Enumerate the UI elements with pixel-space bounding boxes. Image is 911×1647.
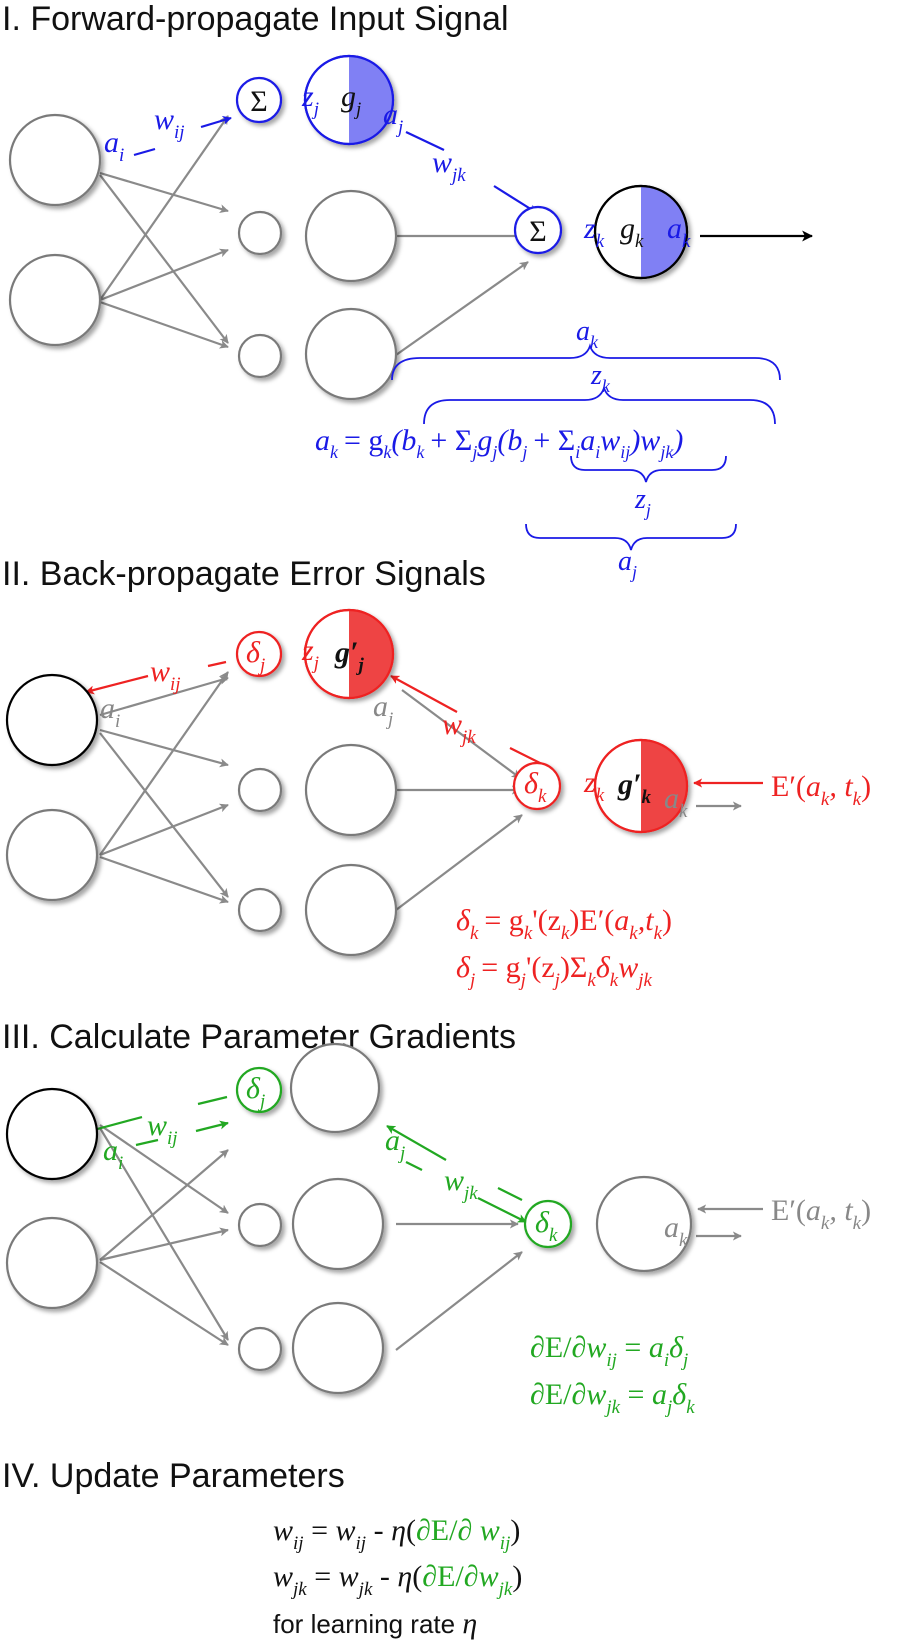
input-node-1 — [5, 1087, 99, 1181]
brace-label-ak: ak — [576, 316, 599, 352]
brace-zk — [423, 385, 776, 425]
delta-j-equation: δj = gj'(zj)Σkδkwjk — [456, 951, 653, 991]
label-aj: aj — [373, 690, 393, 730]
gradient-connections — [99, 1124, 763, 1351]
backward-output-unit-k — [512, 738, 689, 834]
label-gprime-j: g′j — [334, 636, 364, 676]
section-forward: I. Forward-propagate Input Signal — [2, 0, 814, 582]
forward-equation: ak = gk(bk + Σjgj(bj + Σiaiwij)wjk) — [315, 424, 683, 462]
sum-symbol-k: Σ — [529, 215, 546, 248]
input-node-2 — [5, 1216, 99, 1310]
label-delta-k: δk — [535, 1206, 558, 1246]
forward-hidden-unit-j — [235, 54, 395, 146]
update-equations: wij = wij - η(∂E/∂ wij) wjk = wjk - η(∂E… — [273, 1514, 522, 1640]
grad-wij-equation: ∂E/∂wij = aiδj — [530, 1331, 688, 1371]
heading-backward: II. Back-propagate Error Signals — [2, 555, 486, 593]
delta-node-j — [235, 1066, 283, 1114]
hidden-body-3 — [304, 307, 398, 401]
label-wjk: wjk — [442, 708, 476, 748]
hidden-sum-3 — [237, 333, 283, 379]
label-ak: ak — [664, 1211, 688, 1251]
learning-rate-note: for learning rate η — [273, 1607, 477, 1640]
input-node-2 — [8, 253, 102, 347]
brace-zj — [570, 455, 727, 483]
section-update: IV. Update Parameters wij = wij - η(∂E/∂… — [2, 1457, 522, 1640]
forward-connections — [99, 115, 529, 356]
label-delta-j: δj — [246, 636, 265, 676]
backward-connections — [99, 671, 742, 911]
grad-wjk-equation: ∂E/∂wjk = ajδk — [530, 1378, 695, 1418]
heading-gradients: III. Calculate Parameter Gradients — [2, 1018, 516, 1056]
gradient-nodes — [5, 1042, 693, 1395]
hidden-sum-2 — [237, 767, 283, 813]
label-wij: wij — [147, 1109, 178, 1149]
label-wij: wij — [150, 655, 181, 695]
delta-node-k — [523, 1199, 573, 1249]
forward-active-connections — [133, 116, 814, 242]
label-ai: ai — [103, 1134, 123, 1174]
section-backward: II. Back-propagate Error Signals — [2, 555, 871, 991]
label-ak: ak — [667, 212, 691, 252]
hidden-body-1 — [289, 1042, 381, 1134]
forward-labels: Σ zj gj ai wij aj wjk Σ zk gk ak — [104, 80, 691, 252]
sum-symbol-j: Σ — [250, 85, 267, 118]
heading-forward: I. Forward-propagate Input Signal — [2, 0, 509, 38]
label-wjk: wjk — [432, 146, 466, 186]
gradient-active-connections — [85, 1095, 527, 1223]
brace-ak — [391, 343, 781, 381]
label-gk: gk — [620, 212, 644, 252]
label-ak: ak — [664, 782, 688, 822]
label-ai: ai — [104, 126, 124, 166]
label-gprime-k: g′k — [617, 768, 651, 808]
brace-label-aj: aj — [618, 546, 637, 582]
hidden-sum-3 — [237, 1326, 283, 1372]
label-wjk: wjk — [444, 1164, 478, 1204]
hidden-sum-2 — [237, 1202, 283, 1248]
hidden-body-2 — [291, 1177, 385, 1271]
brace-label-zj: zj — [634, 484, 651, 520]
error-derivative-label: E′(ak, tk) — [771, 1194, 871, 1234]
gradient-active-nodes — [235, 1066, 573, 1249]
input-node-1 — [5, 673, 99, 767]
input-node-2 — [5, 808, 99, 902]
label-zj: zj — [301, 634, 319, 674]
output-body-k — [595, 1175, 693, 1273]
backward-nodes — [5, 673, 398, 957]
backward-hidden-unit-j — [235, 608, 395, 700]
label-gj: gj — [341, 80, 361, 120]
label-zj: zj — [301, 80, 319, 120]
brace-label-zk: zk — [590, 360, 611, 396]
error-derivative-label: E′(ak, tk) — [771, 770, 871, 810]
label-delta-j: δj — [246, 1072, 265, 1112]
label-zk: zk — [583, 766, 605, 806]
forward-nodes — [8, 113, 398, 401]
hidden-body-3 — [291, 1301, 385, 1395]
brace-aj — [525, 523, 737, 551]
update-rule-wij: wij = wij - η(∂E/∂ wij) — [273, 1514, 520, 1554]
forward-output-unit-k — [513, 184, 689, 280]
hidden-sum-3 — [237, 887, 283, 933]
gradient-equations: ∂E/∂wij = aiδj ∂E/∂wjk = ajδk — [530, 1331, 695, 1418]
hidden-body-2 — [304, 189, 398, 283]
input-node-1 — [8, 113, 102, 207]
update-rule-wjk: wjk = wjk - η(∂E/∂wjk) — [273, 1560, 522, 1600]
delta-k-equation: δk = gk'(zk)E′(ak,tk) — [456, 904, 672, 944]
hidden-body-3 — [304, 863, 398, 957]
label-delta-k: δk — [524, 767, 547, 807]
label-wij: wij — [154, 103, 185, 143]
heading-update: IV. Update Parameters — [2, 1457, 345, 1495]
label-aj: aj — [383, 98, 403, 138]
forward-braces — [391, 343, 781, 551]
hidden-sum-2 — [237, 210, 283, 256]
label-aj: aj — [385, 1124, 405, 1164]
backward-equations: δk = gk'(zk)E′(ak,tk) δj = gj'(zj)Σkδkwjk — [456, 904, 672, 991]
forward-brace-labels: ak zk zj aj — [576, 316, 651, 582]
gradient-labels: δj wij ai aj wjk δk ak E′(ak, tk) — [103, 1072, 871, 1251]
label-ai: ai — [100, 692, 120, 732]
section-gradients: III. Calculate Parameter Gradients — [2, 1018, 871, 1418]
backward-labels: δj zj g′j wij ai aj wjk δk zk g′k ak E′(… — [100, 634, 871, 822]
label-zk: zk — [583, 212, 605, 252]
hidden-body-2 — [304, 743, 398, 837]
